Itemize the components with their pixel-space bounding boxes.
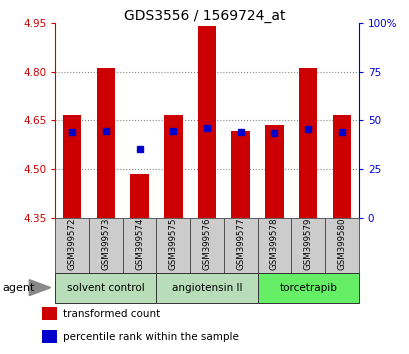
Text: percentile rank within the sample: percentile rank within the sample (63, 332, 238, 342)
Bar (265, 125, 283, 218)
Bar (55, 218, 89, 273)
Bar (97, 68, 115, 218)
Bar (63, 114, 81, 218)
Text: GSM399574: GSM399574 (135, 218, 144, 270)
Text: GSM399577: GSM399577 (236, 218, 245, 270)
Bar (231, 131, 249, 218)
Text: GSM399575: GSM399575 (169, 218, 178, 270)
Text: angiotensin II: angiotensin II (171, 282, 242, 293)
Bar (332, 114, 350, 218)
Bar (130, 174, 148, 218)
Text: torcetrapib: torcetrapib (279, 282, 336, 293)
Bar (164, 114, 182, 218)
Text: GDS3556 / 1569724_at: GDS3556 / 1569724_at (124, 9, 285, 23)
Bar (89, 218, 122, 273)
Polygon shape (29, 280, 51, 296)
Bar (55, 273, 156, 303)
Bar (257, 273, 358, 303)
Text: GSM399578: GSM399578 (269, 218, 278, 270)
Bar (42, 330, 56, 343)
Bar (156, 218, 190, 273)
Bar (190, 218, 223, 273)
Bar (197, 25, 216, 218)
Bar (298, 68, 317, 218)
Text: GSM399579: GSM399579 (303, 218, 312, 270)
Bar (324, 218, 358, 273)
Bar (122, 218, 156, 273)
Text: GSM399580: GSM399580 (337, 218, 346, 270)
Bar (257, 218, 291, 273)
Text: GSM399576: GSM399576 (202, 218, 211, 270)
Bar (223, 218, 257, 273)
Bar (42, 307, 56, 320)
Bar (291, 218, 324, 273)
Text: solvent control: solvent control (67, 282, 144, 293)
Text: transformed count: transformed count (63, 309, 160, 319)
Text: GSM399573: GSM399573 (101, 218, 110, 270)
Text: GSM399572: GSM399572 (67, 218, 76, 270)
Text: agent: agent (2, 282, 34, 293)
Bar (156, 273, 257, 303)
